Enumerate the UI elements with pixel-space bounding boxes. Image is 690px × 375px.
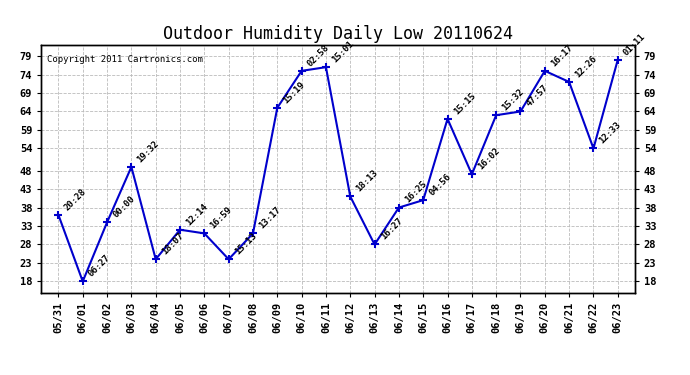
Text: 12:14: 12:14 [184, 201, 210, 227]
Text: 12:33: 12:33 [598, 120, 623, 146]
Text: 04:56: 04:56 [427, 172, 453, 197]
Text: 01:11: 01:11 [622, 32, 647, 57]
Text: Copyright 2011 Cartronics.com: Copyright 2011 Cartronics.com [48, 55, 204, 64]
Text: 16:02: 16:02 [476, 146, 502, 171]
Text: 15:19: 15:19 [282, 80, 307, 105]
Text: 15:32: 15:32 [500, 87, 526, 112]
Text: 15:15: 15:15 [452, 91, 477, 116]
Text: 16:25: 16:25 [403, 179, 428, 205]
Text: 12:26: 12:26 [573, 54, 599, 79]
Text: 15:01: 15:01 [330, 39, 355, 64]
Text: 02:58: 02:58 [306, 43, 331, 68]
Text: 16:59: 16:59 [208, 205, 234, 231]
Text: 18:07: 18:07 [160, 231, 185, 256]
Text: 20:28: 20:28 [63, 187, 88, 212]
Text: 47:57: 47:57 [524, 83, 550, 109]
Text: 06:27: 06:27 [87, 253, 112, 279]
Text: 18:13: 18:13 [355, 168, 380, 194]
Text: 19:32: 19:32 [135, 139, 161, 164]
Text: 16:17: 16:17 [549, 43, 574, 68]
Text: 15:13: 15:13 [233, 231, 258, 256]
Text: 16:27: 16:27 [379, 216, 404, 242]
Title: Outdoor Humidity Daily Low 20110624: Outdoor Humidity Daily Low 20110624 [163, 26, 513, 44]
Text: 00:00: 00:00 [111, 194, 137, 219]
Text: 13:17: 13:17 [257, 205, 282, 231]
